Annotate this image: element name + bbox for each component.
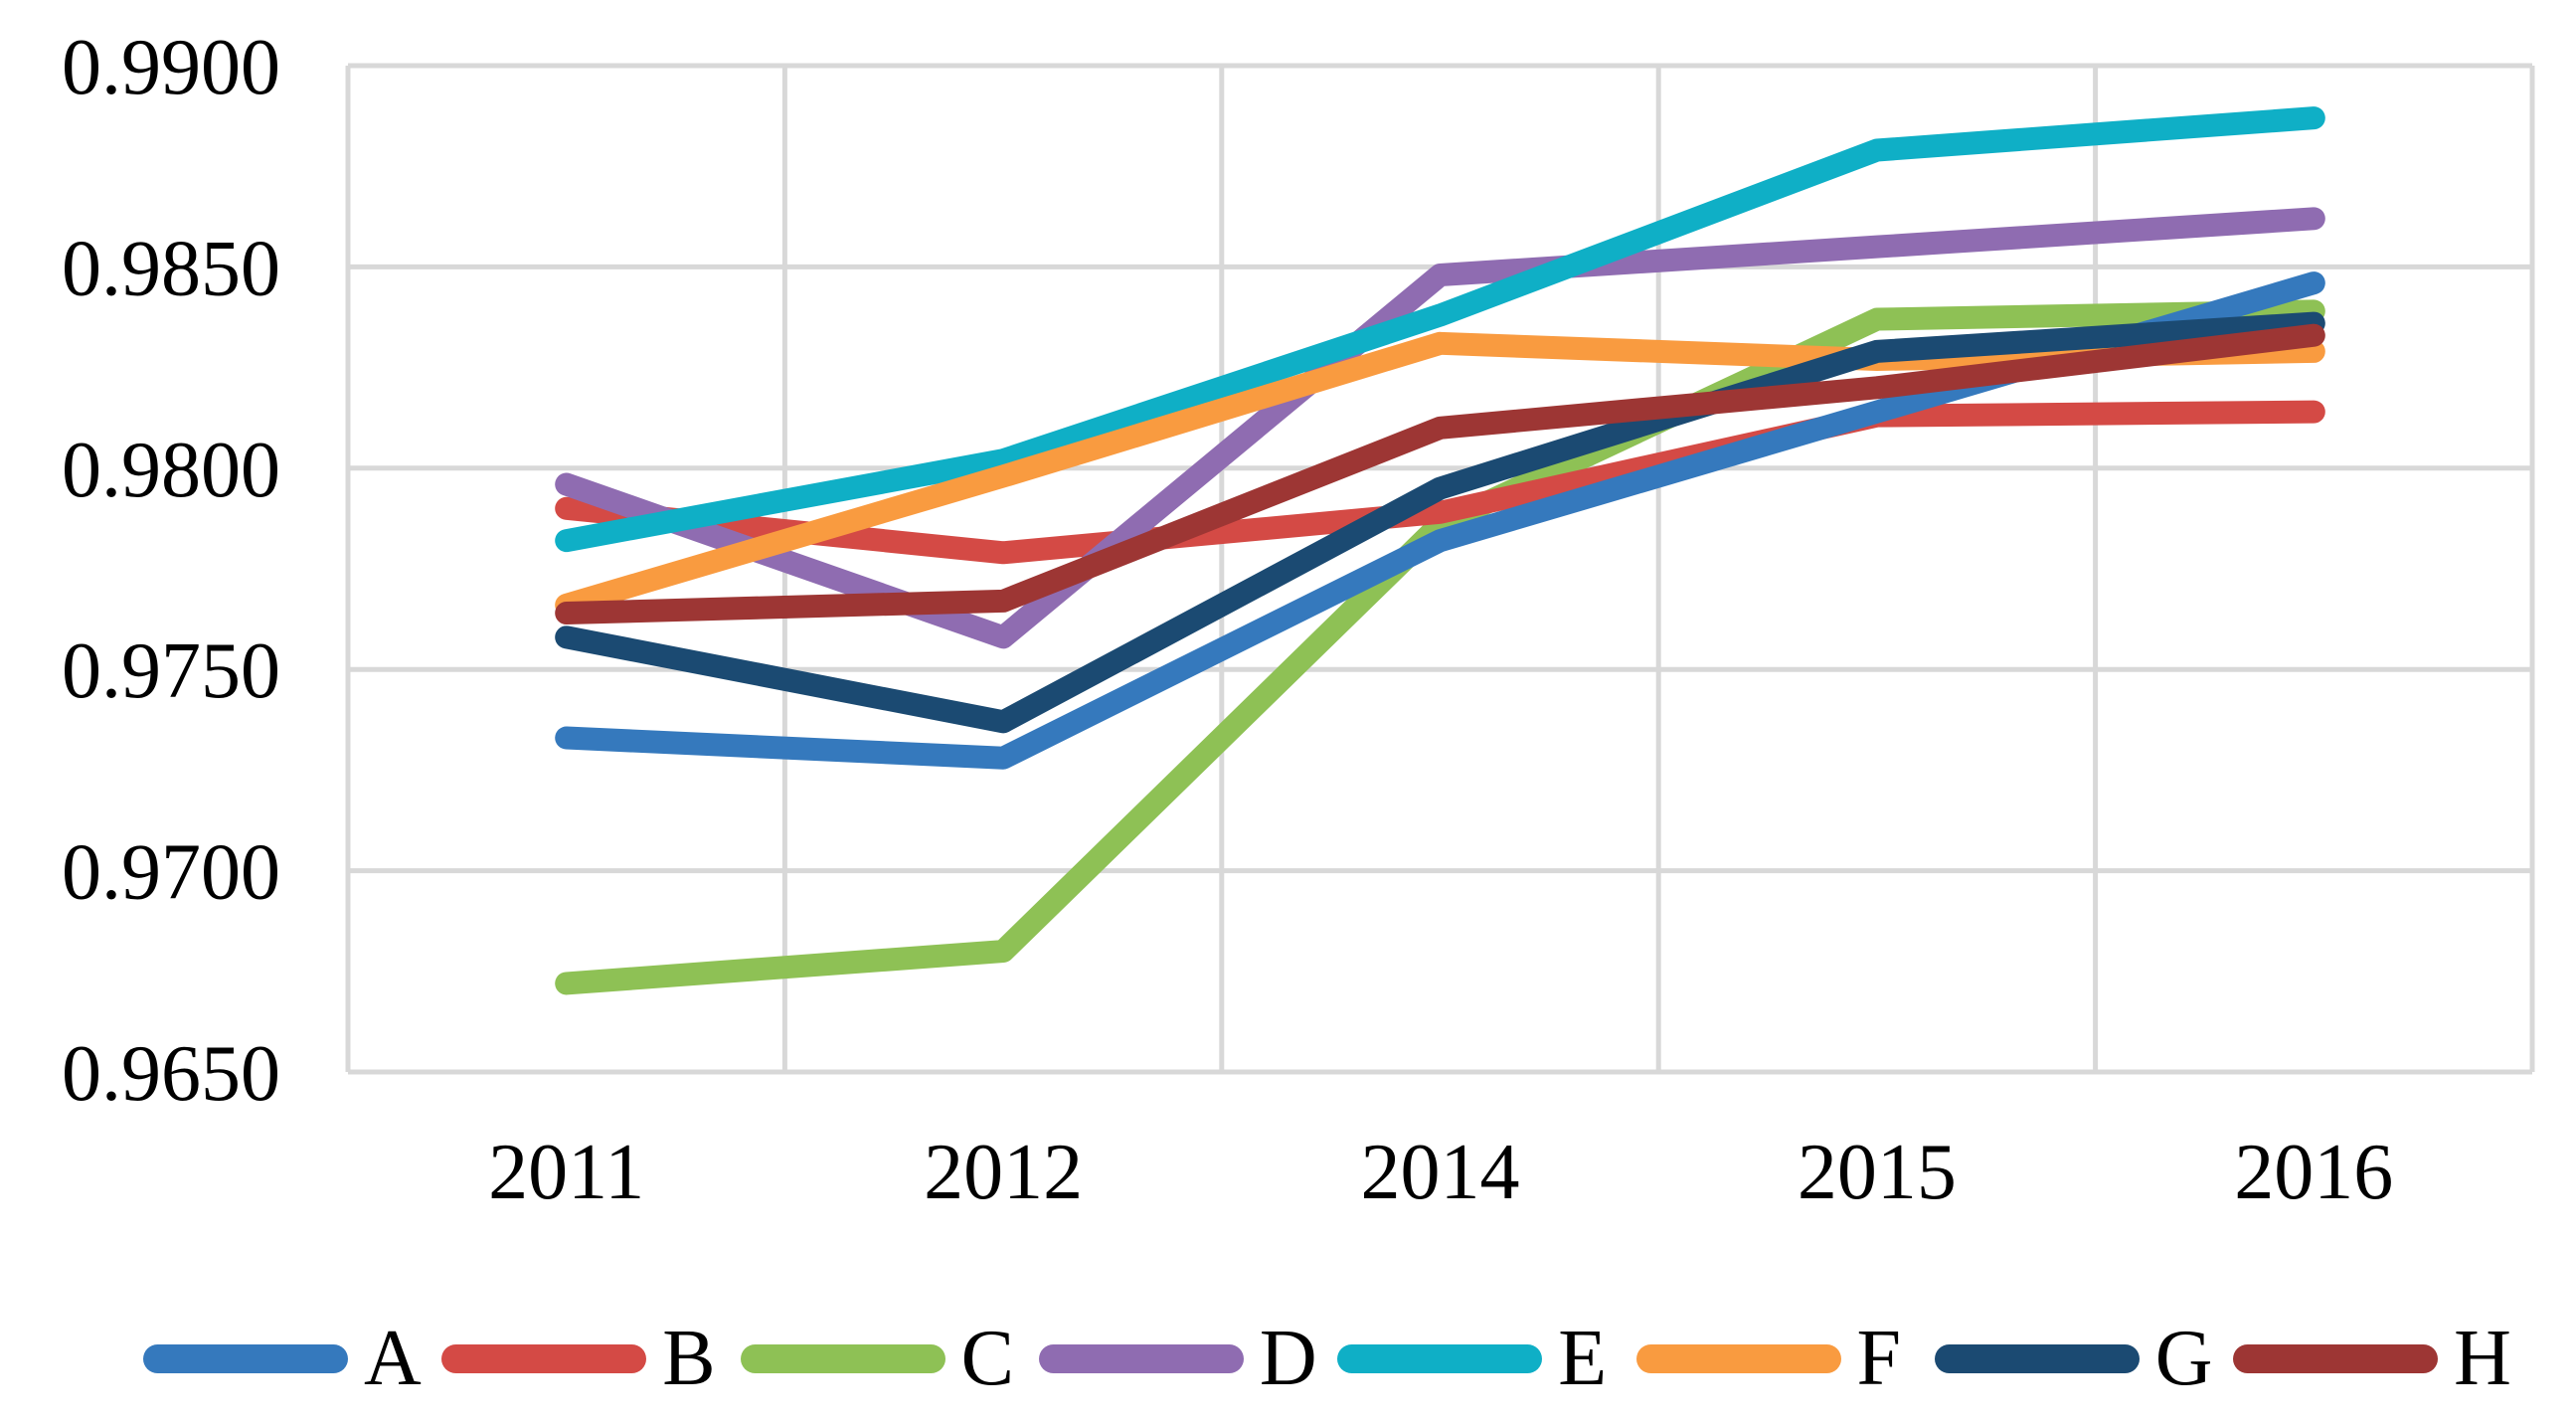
legend-label: D (1259, 1315, 1317, 1402)
legend-item-F: F (1635, 1315, 1902, 1402)
y-tick-label: 0.9800 (62, 427, 280, 514)
series-line-G (555, 311, 2325, 734)
legend-label: H (2454, 1315, 2511, 1402)
legend-label: B (662, 1315, 716, 1402)
y-tick-label: 0.9700 (62, 829, 280, 917)
legend-swatch-D (1038, 1343, 1244, 1373)
legend-label: C (960, 1315, 1014, 1402)
legend-swatch-A (143, 1343, 348, 1373)
legend-swatch-B (441, 1343, 647, 1373)
y-tick-label: 0.9900 (62, 24, 280, 111)
legend-item-G: G (1934, 1315, 2213, 1402)
x-tick-label: 2012 (924, 1129, 1083, 1216)
legend-label: E (1558, 1315, 1608, 1402)
chart-legend: A B C D E F G H (0, 1315, 2576, 1402)
series-line-B (555, 400, 2325, 565)
series-lines (555, 106, 2325, 995)
legend-item-E: E (1337, 1315, 1608, 1402)
series-line-H (555, 323, 2325, 625)
legend-item-A: A (143, 1315, 422, 1402)
legend-label: F (1856, 1315, 1902, 1402)
legend-swatch-C (740, 1343, 945, 1373)
y-tick-label: 0.9750 (62, 627, 280, 715)
y-tick-label: 0.9650 (62, 1030, 280, 1118)
x-tick-label: 2015 (1798, 1129, 1957, 1216)
series-line-C (555, 299, 2325, 995)
y-axis-tick-labels: 0.9900 0.9850 0.9800 0.9750 0.9700 0.9650 (62, 24, 280, 1118)
legend-swatch-E (1337, 1343, 1543, 1373)
y-tick-label: 0.9850 (62, 225, 280, 312)
legend-label: G (2154, 1315, 2213, 1402)
x-tick-label: 2014 (1361, 1129, 1520, 1216)
legend-item-B: B (441, 1315, 716, 1402)
legend-item-D: D (1038, 1315, 1317, 1402)
x-tick-label: 2011 (488, 1129, 644, 1216)
x-tick-label: 2016 (2234, 1129, 2393, 1216)
series-line-D (555, 207, 2325, 649)
legend-swatch-F (1635, 1343, 1841, 1373)
legend-swatch-H (2233, 1343, 2439, 1373)
series-line-E (555, 106, 2325, 553)
legend-swatch-G (1934, 1343, 2140, 1373)
legend-label: A (364, 1315, 422, 1402)
legend-item-C: C (740, 1315, 1014, 1402)
legend-item-H: H (2233, 1315, 2511, 1402)
x-axis-tick-labels: 2011 2012 2014 2015 2016 (488, 1129, 2393, 1216)
series-line-F (555, 331, 2325, 617)
